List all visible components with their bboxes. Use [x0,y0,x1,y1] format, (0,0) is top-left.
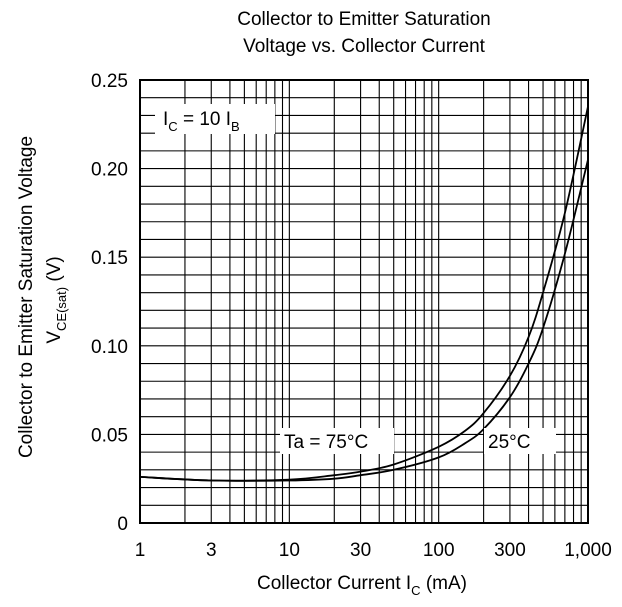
y-tick-label: 0.05 [91,425,128,446]
plot-frame [139,79,589,524]
curves [139,106,589,482]
grid [139,79,589,524]
series-label-75c: Ta = 75°C [284,432,368,453]
series-label-25c: 25°C [488,432,530,453]
y-tick-label: 0.20 [91,160,128,181]
x-tick-label: 100 [423,540,455,561]
series-label-background-25c [484,428,556,454]
chart-title-line-1: Collector to Emitter Saturation [237,9,490,30]
y-tick-label: 0.15 [91,248,128,269]
x-tick-labels: 1 3 10 30 100 300 1,000 [135,540,612,561]
y-tick-label: 0.10 [91,337,128,358]
chart-title-line-2: Voltage vs. Collector Current [243,36,486,57]
x-tick-label: 300 [494,540,526,561]
x-tick-label: 10 [279,540,300,561]
x-tick-label: 1,000 [564,540,612,561]
series-label-background-75c [280,428,394,454]
condition-label-background [155,104,275,134]
series-line-75c [139,106,589,482]
y-axis-label-line-1: Collector to Emitter Saturation Voltage [16,136,37,458]
x-tick-label: 3 [206,540,217,561]
series-line-25c [139,159,589,482]
x-tick-label: 30 [350,540,371,561]
x-axis-label: Collector Current IC (mA) [257,573,467,598]
y-axis-label-line-2: VCE(sat) (V) [44,256,69,343]
condition-label: IC = 10 IB [163,109,240,134]
y-tick-labels: 0 0.05 0.10 0.15 0.20 0.25 [91,71,128,535]
x-tick-label: 1 [135,540,146,561]
y-tick-label: 0 [117,514,128,535]
y-tick-label: 0.25 [91,71,128,92]
